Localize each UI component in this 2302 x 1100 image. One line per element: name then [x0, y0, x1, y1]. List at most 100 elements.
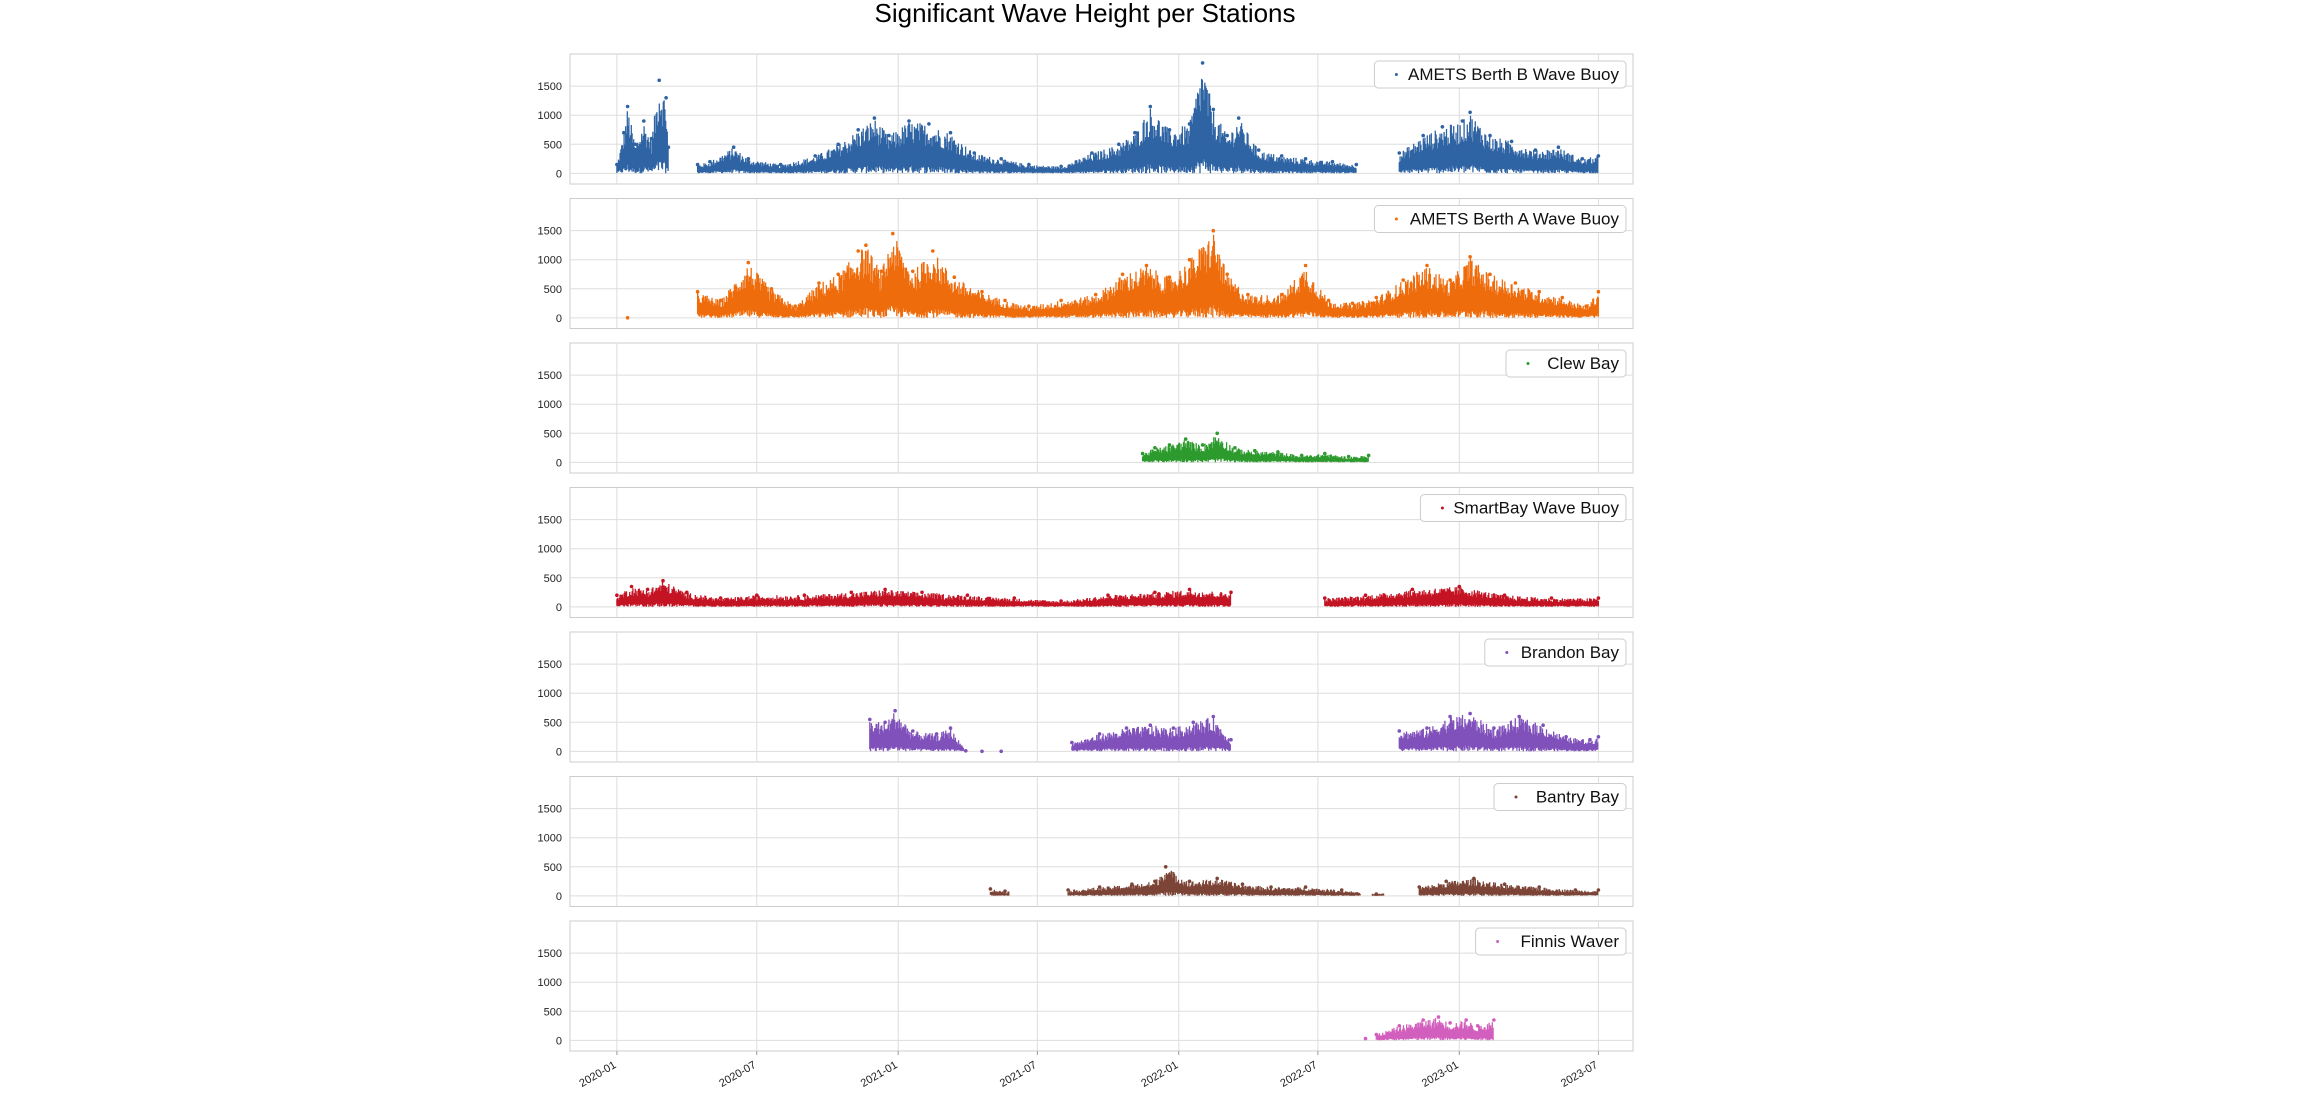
panel-0: 0 500 1000 1500 AMETS Berth B Wave Buoy	[538, 53, 1634, 185]
data-point	[1509, 139, 1514, 144]
data-point	[1492, 1018, 1496, 1022]
data-point	[1215, 876, 1219, 881]
data-point	[1130, 882, 1134, 886]
data-point	[1468, 110, 1472, 115]
data-point	[622, 130, 626, 135]
data-point	[1444, 879, 1448, 884]
y-tick-label: 1500	[538, 81, 562, 93]
data-point	[817, 281, 821, 285]
data-point	[1276, 450, 1280, 454]
legend-marker	[1505, 651, 1509, 654]
y-tick-label: 0	[556, 168, 562, 180]
legend: AMETS Berth B Wave Buoy	[1373, 60, 1627, 89]
x-tick-label: 2021-07	[998, 1059, 1039, 1090]
data-point	[813, 154, 817, 158]
data-point	[661, 578, 665, 583]
data-point	[1440, 125, 1445, 129]
data-point	[1153, 446, 1157, 450]
legend-label: Brandon Bay	[1521, 643, 1620, 662]
legend-box	[1419, 494, 1627, 522]
data-point	[1472, 876, 1476, 881]
data-point	[1059, 599, 1063, 603]
data-point	[1401, 278, 1405, 282]
data-point	[1475, 1024, 1480, 1028]
series-strokes	[869, 713, 1599, 752]
data-point	[1059, 164, 1063, 169]
y-tick-label: 500	[544, 862, 562, 874]
data-point	[1153, 590, 1157, 595]
data-point	[1564, 735, 1568, 739]
data-point	[657, 78, 661, 83]
data-point	[1436, 1015, 1441, 1019]
data-point	[1448, 1021, 1452, 1025]
data-point	[746, 157, 751, 161]
data-point	[1153, 879, 1157, 884]
data-point	[1460, 119, 1465, 123]
data-point	[911, 269, 915, 274]
data-point	[1596, 596, 1601, 600]
data-point	[615, 162, 619, 167]
data-point	[931, 249, 935, 253]
data-point	[1346, 454, 1351, 459]
y-tick-label: 1500	[538, 226, 562, 238]
data-point	[718, 596, 723, 600]
y-tick-label: 500	[544, 284, 562, 296]
series-strokes	[1141, 437, 1369, 463]
data-point	[1233, 446, 1237, 450]
data-point	[1167, 443, 1172, 447]
data-point	[1517, 714, 1521, 719]
y-tick-label: 0	[556, 1035, 562, 1047]
figure-title: Significant Wave Height per Stations	[874, 0, 1295, 28]
data-point	[1488, 272, 1492, 277]
panel-3: 0 500 1000 1500 SmartBay Wave Buoy	[538, 487, 1634, 618]
y-tick-label: 0	[556, 457, 562, 469]
y-tick-label: 1500	[538, 370, 562, 382]
data-point	[948, 726, 953, 730]
data-point	[1059, 298, 1063, 303]
data-point	[1097, 732, 1102, 736]
data-point	[755, 593, 759, 597]
legend-marker	[1394, 217, 1398, 221]
data-point	[1363, 1036, 1368, 1041]
data-point	[1187, 587, 1192, 592]
data-point	[1457, 584, 1462, 589]
data-point	[1148, 723, 1153, 727]
data-point	[1549, 596, 1554, 600]
data-point	[1464, 1018, 1468, 1022]
data-point	[872, 116, 877, 120]
y-tick-label: 1000	[538, 110, 562, 122]
data-point	[1502, 593, 1507, 597]
y-tick-label: 1500	[538, 948, 562, 960]
panel-4: 0 500 1000 1500 Brandon Bay	[538, 631, 1634, 763]
y-tick-label: 1000	[538, 688, 562, 700]
data-point	[1374, 295, 1379, 300]
data-point	[685, 590, 689, 595]
data-point	[1003, 889, 1007, 893]
series-0	[615, 61, 1601, 174]
legend-label: Finnis Waver	[1520, 932, 1619, 951]
y-tick-label: 1000	[538, 977, 562, 989]
series-strokes	[616, 582, 1600, 607]
legend: AMETS Berth A Wave Buoy	[1373, 205, 1627, 233]
data-point	[769, 287, 774, 291]
legend-marker	[1394, 73, 1398, 76]
data-point	[633, 142, 638, 147]
y-tick-label: 500	[544, 573, 562, 585]
data-point	[1236, 116, 1241, 120]
data-point	[1167, 275, 1172, 280]
y-tick-label: 500	[544, 428, 562, 440]
data-point	[1215, 431, 1219, 436]
legend-marker	[1496, 940, 1500, 943]
y-tick-label: 500	[544, 1006, 562, 1018]
data-point	[836, 142, 840, 147]
legend-label: Clew Bay	[1547, 354, 1619, 373]
data-point	[999, 749, 1003, 754]
data-point	[911, 729, 915, 733]
data-point	[666, 145, 671, 149]
series-6	[1363, 1015, 1496, 1041]
data-point	[1421, 1018, 1425, 1022]
x-tick-label: 2022-07	[1278, 1059, 1319, 1090]
data-point	[1354, 162, 1359, 167]
data-point	[965, 593, 970, 597]
data-point	[1537, 885, 1541, 889]
